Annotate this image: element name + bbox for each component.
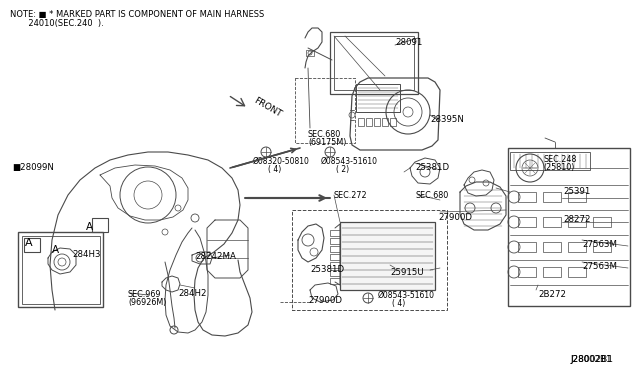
Bar: [330, 270, 340, 276]
Bar: [593, 242, 611, 252]
Text: A: A: [52, 245, 59, 255]
Bar: [382, 118, 388, 126]
Text: 284H2: 284H2: [178, 289, 207, 298]
Bar: [18, 232, 103, 307]
Bar: [518, 242, 536, 252]
Text: Ø08320-50810: Ø08320-50810: [253, 157, 310, 166]
Bar: [366, 118, 372, 126]
Bar: [306, 50, 314, 56]
Bar: [518, 192, 536, 202]
Text: (69175M): (69175M): [308, 138, 346, 147]
Bar: [510, 152, 590, 170]
Bar: [390, 118, 396, 126]
Bar: [543, 267, 561, 277]
Text: 27900D: 27900D: [308, 296, 342, 305]
Text: 28395N: 28395N: [430, 115, 464, 124]
Bar: [92, 218, 108, 232]
Bar: [374, 118, 380, 126]
Bar: [508, 148, 630, 306]
Bar: [330, 238, 340, 244]
Text: A: A: [86, 222, 93, 232]
Text: ( 4): ( 4): [392, 299, 405, 308]
Text: 28272: 28272: [563, 215, 591, 224]
Bar: [340, 222, 435, 290]
Bar: [518, 267, 536, 277]
Bar: [334, 36, 414, 90]
Text: 25915U: 25915U: [390, 268, 424, 277]
Text: ( 2): ( 2): [336, 165, 349, 174]
Text: NOTE: ■ * MARKED PART IS COMPONENT OF MAIN HARNESS: NOTE: ■ * MARKED PART IS COMPONENT OF MA…: [10, 10, 264, 19]
Text: (25810): (25810): [543, 163, 574, 172]
Text: SEC.680: SEC.680: [308, 130, 341, 139]
Bar: [330, 32, 418, 94]
Bar: [568, 217, 586, 227]
Text: Ø08543-51610: Ø08543-51610: [378, 291, 435, 300]
Bar: [568, 192, 586, 202]
Bar: [518, 217, 536, 227]
Text: J28002B1: J28002B1: [570, 355, 611, 364]
Bar: [568, 267, 586, 277]
Bar: [543, 192, 561, 202]
Bar: [543, 242, 561, 252]
Bar: [292, 210, 447, 310]
Bar: [358, 118, 364, 126]
Bar: [543, 217, 561, 227]
Text: SEC.680: SEC.680: [416, 191, 449, 200]
Bar: [330, 254, 340, 260]
Text: SEC.272: SEC.272: [333, 191, 367, 200]
Text: SEC.248: SEC.248: [543, 155, 577, 164]
Text: Ø08543-51610: Ø08543-51610: [321, 157, 378, 166]
Text: FRONT: FRONT: [252, 96, 283, 119]
Text: A: A: [25, 238, 33, 248]
Text: 27563M: 27563M: [582, 262, 617, 271]
Text: 27563M: 27563M: [582, 240, 617, 249]
Text: 25381D: 25381D: [310, 265, 344, 274]
Text: 24010(SEC.240  ).: 24010(SEC.240 ).: [10, 19, 104, 28]
Bar: [593, 217, 611, 227]
Text: 28242MA: 28242MA: [195, 252, 236, 261]
Bar: [330, 278, 340, 284]
Text: SEC.969: SEC.969: [128, 290, 161, 299]
Text: 25391: 25391: [563, 187, 590, 196]
Bar: [22, 236, 100, 304]
Bar: [295, 78, 355, 143]
Text: (96926M): (96926M): [128, 298, 166, 307]
Text: ■28099N: ■28099N: [12, 163, 54, 172]
Bar: [356, 84, 400, 112]
Text: 25381D: 25381D: [415, 163, 449, 172]
Bar: [330, 230, 340, 236]
Text: 27900D: 27900D: [438, 213, 472, 222]
Text: 284H3: 284H3: [72, 250, 100, 259]
Bar: [330, 262, 340, 268]
Text: J28002B1: J28002B1: [570, 355, 613, 364]
Bar: [24, 238, 40, 252]
Text: 2B272: 2B272: [538, 290, 566, 299]
Text: 28091: 28091: [395, 38, 422, 47]
Bar: [330, 246, 340, 252]
Text: ( 4): ( 4): [268, 165, 281, 174]
Bar: [568, 242, 586, 252]
